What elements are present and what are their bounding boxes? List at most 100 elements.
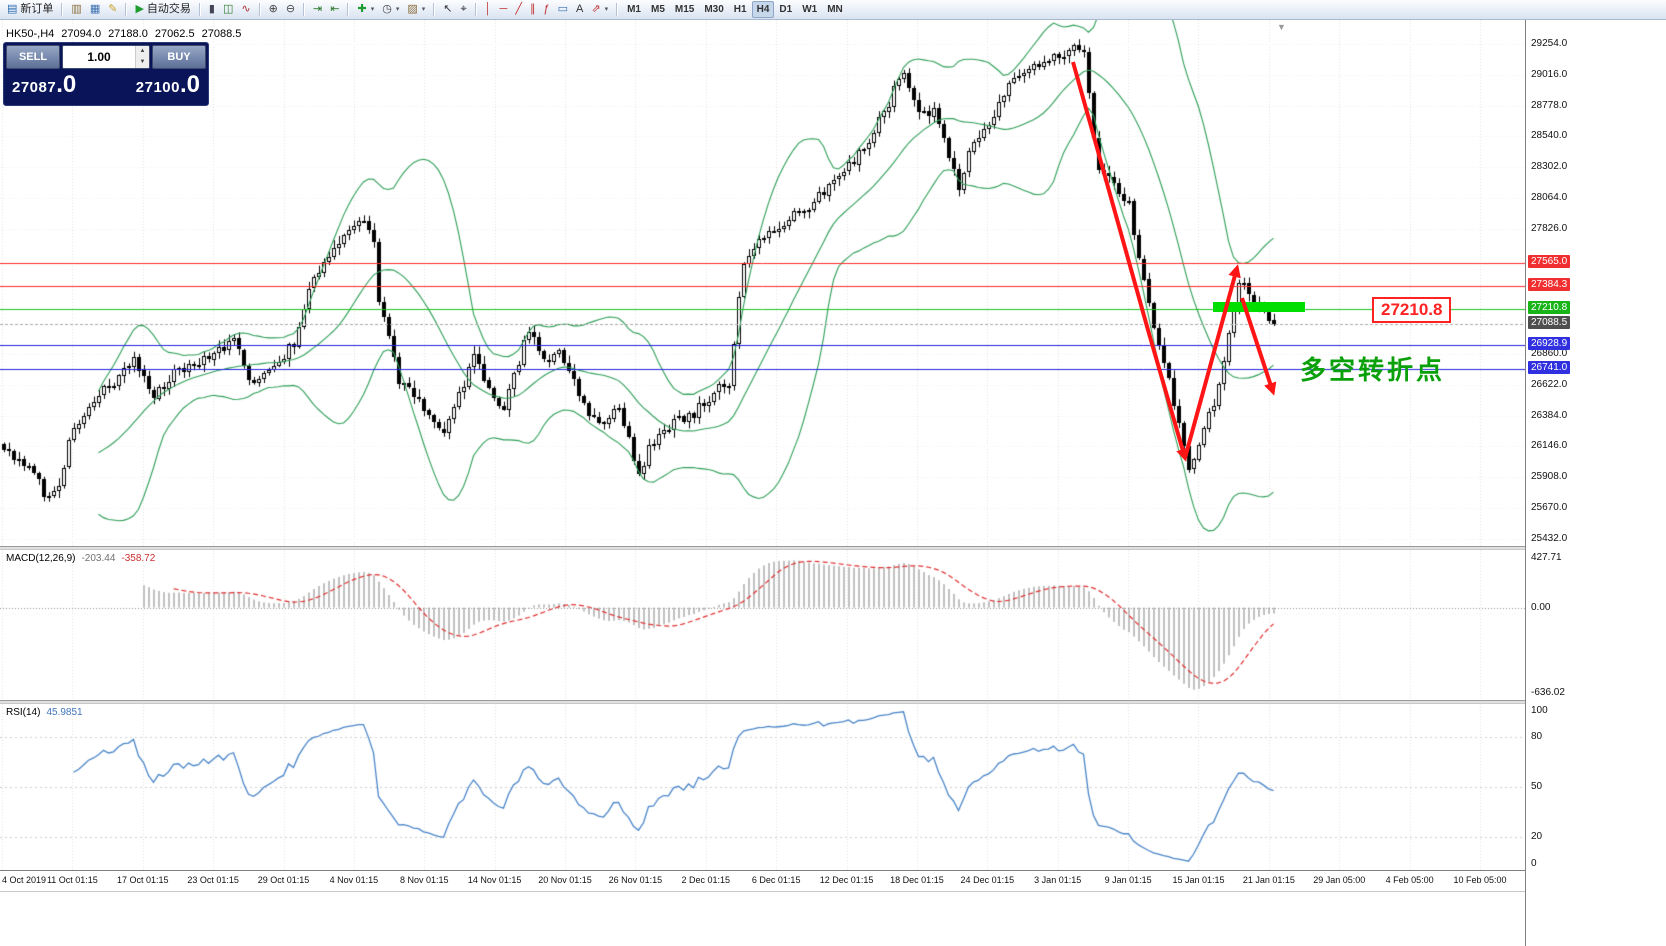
time-axis-label: 29 Oct 01:15 (257, 875, 310, 885)
sell-button[interactable]: SELL (6, 45, 60, 69)
templates-icon: ▨ (407, 3, 418, 15)
timeframe-w1-button[interactable]: W1 (797, 1, 822, 18)
shapes-icon: ▭ (557, 3, 568, 15)
arrow-tool-button[interactable]: ⇗ ▾ (587, 1, 612, 18)
time-axis-label: 21 Jan 01:15 (1242, 875, 1295, 885)
rsi-splitter[interactable] (0, 700, 1525, 704)
timeframe-m1-button[interactable]: M1 (622, 1, 646, 18)
autotrading-button-label: 自动交易 (146, 3, 191, 15)
profiles-button[interactable]: ▥ (67, 1, 85, 18)
buy-price[interactable]: 27100.0 (135, 71, 200, 98)
metaeditor-button[interactable]: ✎ (104, 1, 121, 18)
resistance-upper-label: 27565.0 (1528, 254, 1571, 268)
price-axis[interactable]: 29254.0 29016.0 28778.0 28540.0 28302.0 28064… (1525, 20, 1666, 946)
close-value: 27088.5 (201, 28, 242, 40)
macd-panel-canvas[interactable] (0, 550, 1525, 700)
zoom-out-icon: ⊖ (285, 3, 296, 15)
time-axis-label: 11 Oct 01:15 (46, 875, 98, 885)
time-axis-label: 24 Dec 01:15 (960, 875, 1015, 885)
cursor-icon: ↖ (443, 3, 453, 15)
buy-button[interactable]: BUY (152, 45, 206, 69)
chart-window: HK50-,H4 27094.0 27188.0 27062.5 27088.5… (0, 20, 1666, 946)
crosshair-button[interactable]: ⌖ (456, 1, 470, 18)
periods-caret-icon: ▾ (395, 6, 400, 13)
time-axis-label: 18 Dec 01:15 (890, 875, 944, 885)
text-button[interactable]: A (572, 1, 587, 18)
volume-down-icon[interactable]: ▼ (139, 59, 146, 65)
timeframe-m5-button[interactable]: M5 (646, 1, 670, 18)
price-tick-label: 25670.0 (1531, 502, 1568, 514)
timeframe-d1-button[interactable]: D1 (774, 1, 797, 18)
chart-shift-marker-icon[interactable]: ▼ (1277, 22, 1286, 32)
open-value: 27094.0 (61, 28, 102, 40)
line-chart-button[interactable]: ∿ (237, 1, 254, 18)
time-axis-label: 4 Nov 01:15 (329, 875, 379, 885)
autotrading-button[interactable]: ▶ 自动交易 (131, 1, 194, 18)
new-order-button[interactable]: ▤ 新订单 (3, 1, 57, 18)
time-axis-label: 26 Nov 01:15 (608, 875, 663, 885)
timeframe-h1-button[interactable]: H1 (729, 1, 752, 18)
chart-ohlc-header: HK50-,H4 27094.0 27188.0 27062.5 27088.5 (6, 28, 241, 40)
templates-button[interactable]: ▨ ▾ (403, 1, 429, 18)
time-axis[interactable]: 4 Oct 2019 11 Oct 01:15 17 Oct 01:15 23 Oct… (0, 870, 1525, 892)
timeframe-h4-button[interactable]: H4 (751, 1, 775, 18)
macd-splitter[interactable] (0, 546, 1525, 550)
main-chart-canvas[interactable] (0, 20, 1525, 546)
volume-input[interactable] (63, 46, 135, 68)
price-tick-label: 28778.0 (1531, 99, 1568, 111)
candlestick-chart-button[interactable]: ◫ (219, 1, 237, 18)
indicators-caret-icon: ▾ (370, 6, 375, 13)
chart-shift-button[interactable]: ⇤ (326, 1, 343, 18)
zoom-in-icon: ⊕ (268, 3, 278, 15)
charts-button[interactable]: ▦ (86, 1, 104, 18)
autotrading-button-icon: ▶ (135, 3, 144, 15)
sell-price[interactable]: 27087.0 (12, 71, 77, 98)
volume-spinner: ▲ ▼ (135, 46, 149, 68)
zoom-in-button[interactable]: ⊕ (265, 1, 282, 18)
cursor-button[interactable]: ↖ (439, 1, 456, 18)
periods-icon: ◷ (382, 3, 392, 15)
bar-chart-button[interactable]: ▮ (205, 1, 219, 18)
toolbar-separator (198, 3, 201, 16)
horizontal-line-button[interactable]: ─ (496, 1, 512, 18)
channel-icon: ∥ (529, 3, 536, 15)
trendline-button[interactable]: ╱ (511, 1, 526, 18)
rsi-level-label: 80 (1531, 731, 1543, 743)
pivot-note-text[interactable]: 多空转折点 (1300, 355, 1446, 385)
vertical-line-button[interactable]: │ (481, 1, 496, 18)
time-axis-label: 4 Feb 05:00 (1385, 875, 1434, 885)
macd-zero-label: 0.00 (1531, 601, 1551, 613)
price-tick-label: 28064.0 (1531, 192, 1568, 204)
metaeditor-icon: ✎ (108, 3, 118, 15)
zoom-out-button[interactable]: ⊖ (282, 1, 299, 18)
toolbar-group: │ ─ ╱ ∥ ƒ ▭ A ⇗ ▾ (481, 1, 612, 18)
fibonacci-button[interactable]: ƒ (539, 1, 553, 18)
line-chart-icon: ∿ (241, 3, 251, 15)
timeframe-group: M1 M5 M15 M30 H1 H4 D1 W1 MN (622, 1, 848, 18)
indicators-button[interactable]: ✚ ▾ (353, 1, 378, 18)
channel-button[interactable]: ∥ (526, 1, 540, 18)
support-upper-label: 26928.9 (1528, 337, 1571, 351)
time-axis-label: 6 Dec 01:15 (751, 875, 801, 885)
timeframe-m15-button[interactable]: M15 (670, 1, 699, 18)
timeframe-mn-button[interactable]: MN (822, 1, 848, 18)
price-tick-label: 25908.0 (1531, 471, 1568, 483)
volume-up-icon[interactable]: ▲ (139, 48, 146, 54)
rsi-panel-canvas[interactable] (0, 704, 1525, 870)
horizontal-line-icon: ─ (499, 3, 508, 15)
price-tick-label: 26860.0 (1531, 347, 1568, 359)
time-axis-label: 15 Jan 01:15 (1172, 875, 1225, 885)
candlestick-chart-icon: ◫ (222, 3, 234, 15)
fibonacci-icon: ƒ (543, 3, 550, 15)
macd-max-label: 427.71 (1531, 552, 1562, 563)
auto-scroll-icon: ⇥ (313, 3, 323, 15)
toolbar-separator (433, 3, 436, 16)
macd-min-label: -636.02 (1531, 687, 1565, 698)
time-axis-label: 3 Jan 01:15 (1034, 875, 1082, 885)
timeframe-m30-button[interactable]: M30 (699, 1, 728, 18)
vertical-line-icon: │ (484, 3, 492, 15)
periods-button[interactable]: ◷ ▾ (378, 1, 403, 18)
auto-scroll-button[interactable]: ⇥ (309, 1, 326, 18)
price-callout[interactable]: 27210.8 (1372, 297, 1452, 323)
shapes-button[interactable]: ▭ (554, 1, 572, 18)
